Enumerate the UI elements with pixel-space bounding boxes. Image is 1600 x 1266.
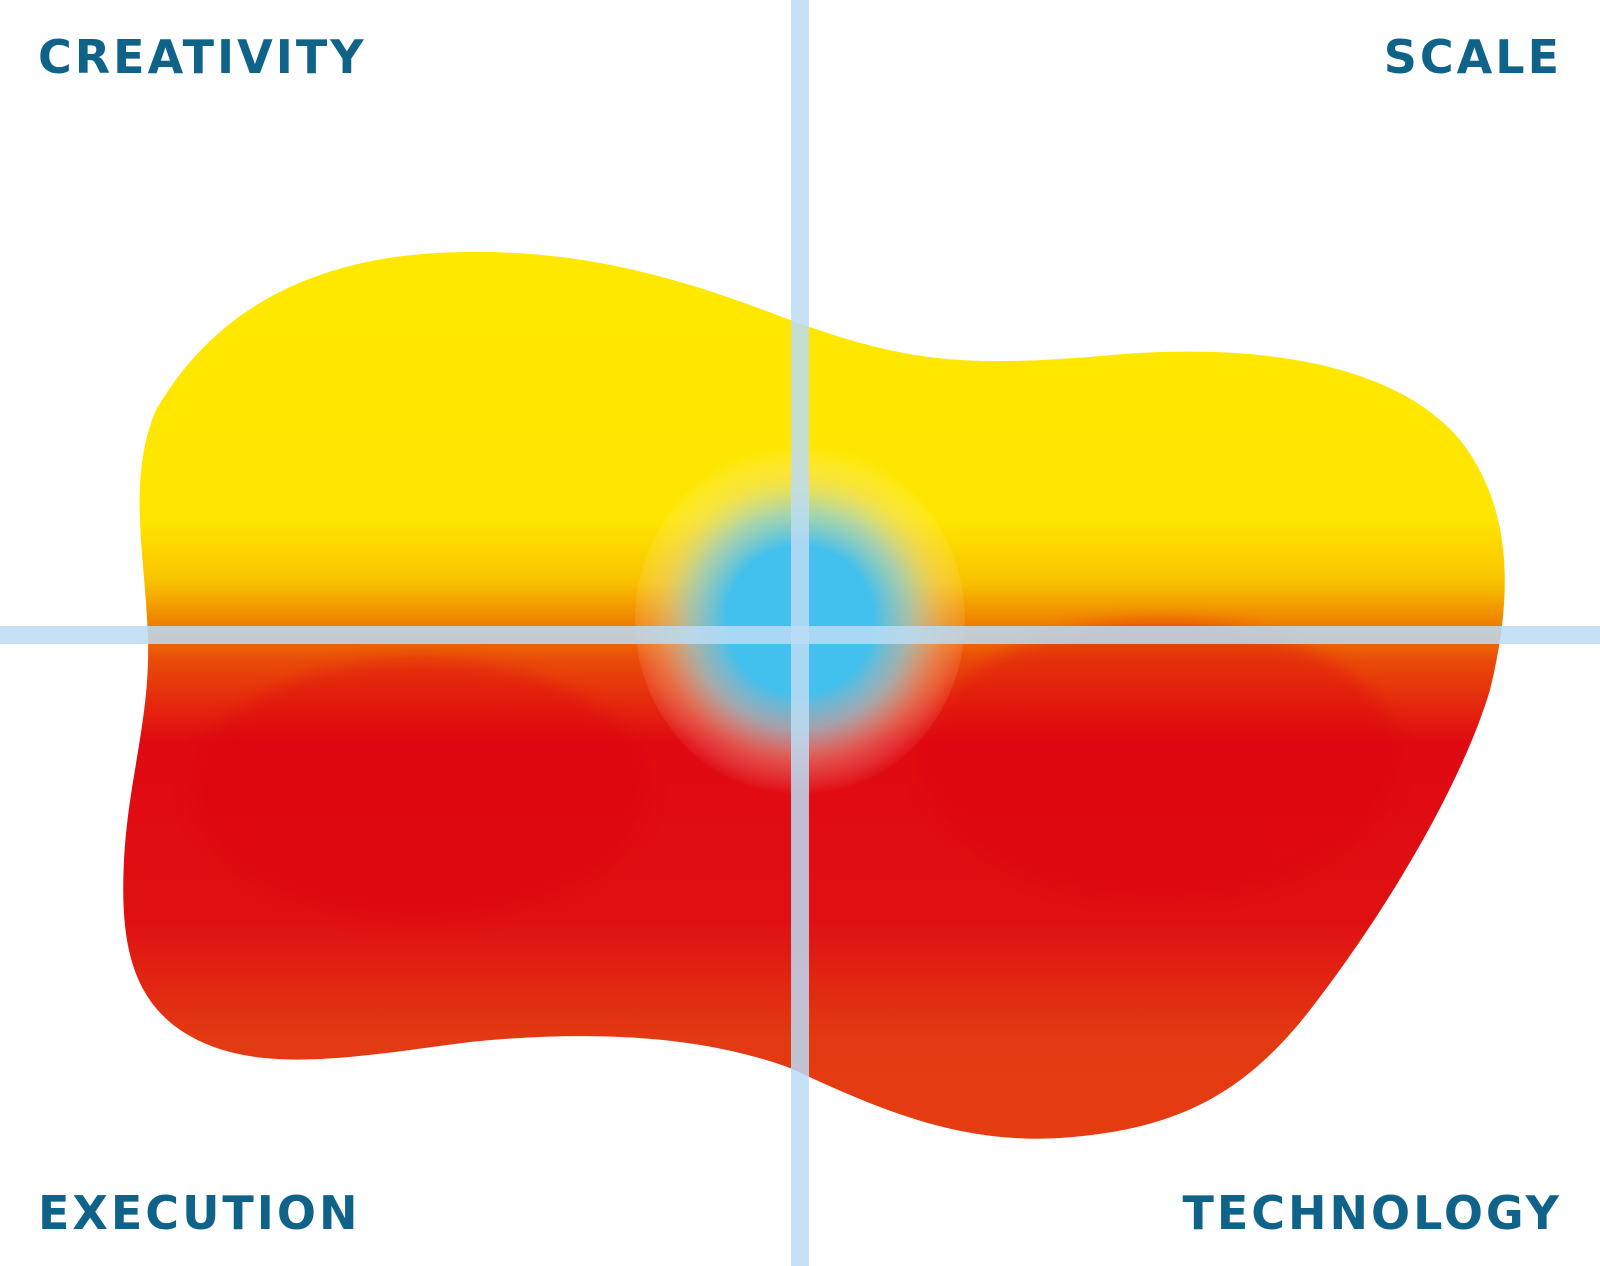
quadrant-label-execution: EXECUTION xyxy=(38,1186,361,1240)
heatmap-blob xyxy=(123,251,1505,1139)
quadrant-label-scale: SCALE xyxy=(1383,30,1562,84)
quadrant-label-technology: TECHNOLOGY xyxy=(1182,1186,1562,1240)
horizontal-axis xyxy=(0,626,1600,644)
quadrant-label-creativity: CREATIVITY xyxy=(38,30,367,84)
